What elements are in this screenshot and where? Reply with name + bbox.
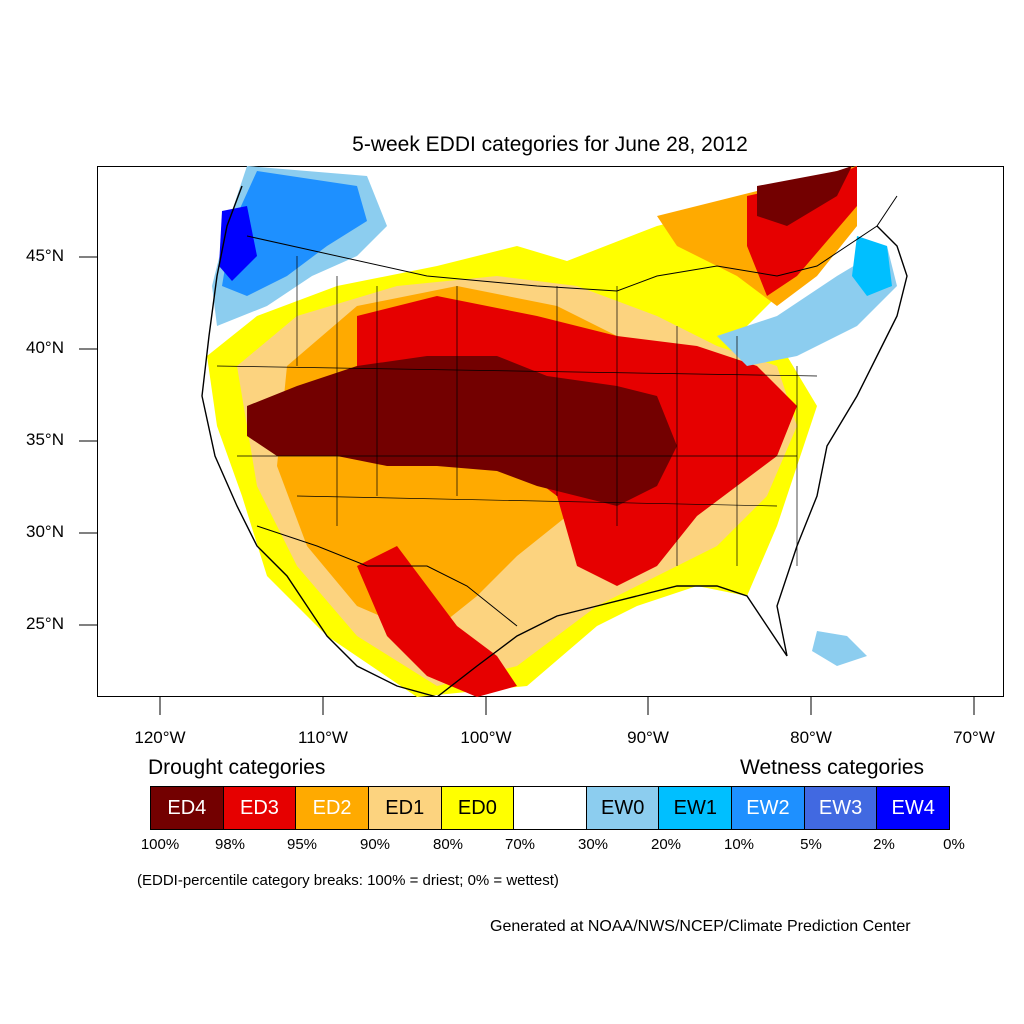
break-label: 30% bbox=[577, 836, 609, 853]
legend-cat-ew2: EW2 bbox=[732, 787, 805, 829]
canada-border bbox=[246, 195, 898, 292]
us-east-coast bbox=[776, 225, 908, 657]
break-label: 70% bbox=[504, 836, 536, 853]
legend-cat-ew0: EW0 bbox=[586, 787, 660, 829]
region-ew4-coast bbox=[219, 206, 257, 281]
lon-label-80: 80°W bbox=[790, 728, 832, 747]
category-note: (EDDI-percentile category breaks: 100% =… bbox=[137, 872, 559, 889]
break-label: 5% bbox=[800, 836, 822, 853]
lat-label-25: 25°N bbox=[26, 614, 64, 633]
map-outlines bbox=[201, 185, 908, 697]
region-ew2-northwest bbox=[222, 171, 367, 296]
legend-cat-neutral bbox=[514, 787, 587, 829]
lon-label-70: 70°W bbox=[953, 728, 995, 747]
legend-cat-ed1: ED1 bbox=[368, 787, 442, 829]
us-gulf-coast bbox=[436, 585, 788, 697]
region-ew-florida bbox=[812, 631, 867, 666]
legend-cat-ew4: EW4 bbox=[877, 787, 950, 829]
break-label: 98% bbox=[214, 836, 246, 853]
legend-cat-ed2: ED2 bbox=[296, 787, 369, 829]
legend-cat-ew3: EW3 bbox=[804, 787, 878, 829]
region-ed4-northeast bbox=[757, 166, 852, 226]
lon-label-110: 110°W bbox=[298, 728, 348, 747]
lon-label-100: 100°W bbox=[460, 728, 512, 747]
legend-cat-ew1: EW1 bbox=[659, 787, 733, 829]
mexico-border bbox=[256, 525, 518, 627]
lon-label-120: 120°W bbox=[134, 728, 186, 747]
legend-bar: ED4 ED3 ED2 ED1 ED0 EW0 EW1 EW2 EW3 EW4 bbox=[150, 786, 950, 830]
lat-label-45: 45°N bbox=[26, 246, 64, 265]
page-title: 5-week EDDI categories for June 28, 2012 bbox=[352, 133, 748, 156]
region-ed3-southwest bbox=[357, 546, 517, 697]
wetness-categories-title: Wetness categories bbox=[740, 756, 925, 779]
credit-line: Generated at NOAA/NWS/NCEP/Climate Predi… bbox=[490, 918, 911, 935]
us-west-coast bbox=[201, 185, 438, 697]
lon-label-90: 90°W bbox=[627, 728, 669, 747]
break-label: 10% bbox=[723, 836, 755, 853]
region-ed4-central bbox=[247, 356, 677, 506]
break-label: 100% bbox=[140, 836, 180, 853]
lat-label-30: 30°N bbox=[26, 522, 64, 541]
legend-cat-ed0: ED0 bbox=[441, 787, 515, 829]
eddi-map bbox=[97, 166, 1004, 697]
lat-label-40: 40°N bbox=[26, 338, 64, 357]
break-label: 90% bbox=[359, 836, 391, 853]
lat-label-35: 35°N bbox=[26, 430, 64, 449]
legend-cat-ed4: ED4 bbox=[151, 787, 224, 829]
drought-categories-title: Drought categories bbox=[148, 756, 326, 779]
break-label: 0% bbox=[943, 836, 965, 853]
region-ew1-northeast bbox=[852, 236, 892, 296]
break-label: 95% bbox=[286, 836, 318, 853]
legend-cat-ed3: ED3 bbox=[223, 787, 297, 829]
break-label: 80% bbox=[432, 836, 464, 853]
state-lines bbox=[216, 256, 818, 566]
break-label: 2% bbox=[873, 836, 895, 853]
break-label: 20% bbox=[650, 836, 682, 853]
